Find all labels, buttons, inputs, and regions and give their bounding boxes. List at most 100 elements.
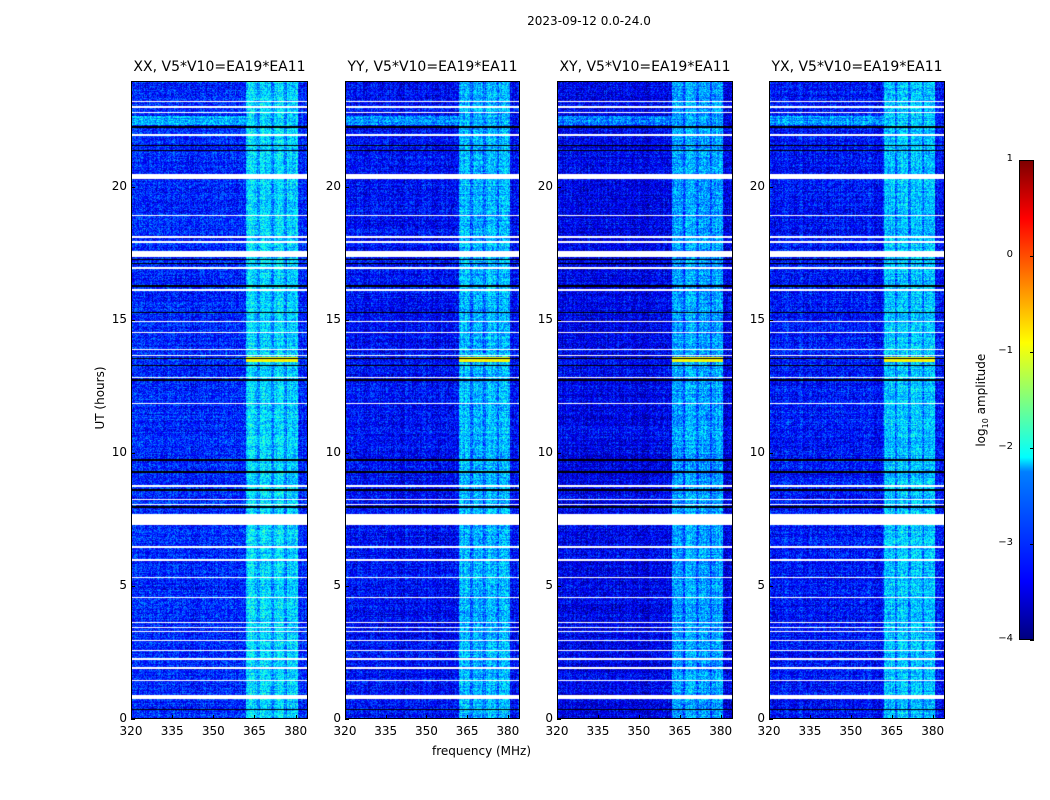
x-tick-label: 335 (160, 724, 184, 738)
y-tick-mark (769, 187, 773, 189)
x-tick-mark (850, 715, 852, 719)
x-tick-label: 320 (119, 724, 143, 738)
panel-title: YY, V5*V10=EA19*EA11 (347, 59, 518, 75)
waterfall-image (346, 82, 519, 718)
y-tick-mark (345, 187, 349, 189)
x-tick-mark (131, 715, 132, 719)
y-tick-label: 15 (537, 312, 553, 327)
colorbar-tick-mark (1030, 640, 1034, 641)
x-tick-label: 320 (757, 724, 781, 738)
x-tick-label: 320 (545, 724, 569, 738)
x-tick-mark (172, 715, 174, 719)
y-tick-label: 15 (111, 312, 127, 327)
x-tick-label: 365 (880, 724, 904, 738)
colorbar-tick-label: 1 (1006, 153, 1013, 164)
x-tick-label: 380 (921, 724, 945, 738)
waterfall-image (770, 82, 944, 718)
y-tick-label: 0 (545, 711, 553, 725)
y-tick-mark (131, 320, 135, 322)
x-tick-mark (295, 715, 297, 719)
y-tick-label: 15 (749, 312, 765, 327)
waterfall-panel (345, 81, 520, 719)
colorbar-label: log10 amplitude (973, 353, 991, 447)
x-tick-mark (507, 715, 509, 719)
y-tick-mark (769, 586, 773, 588)
colorbar-tick-mark (1030, 160, 1034, 161)
x-tick-mark (720, 715, 722, 719)
colorbar-tick-label: 0 (1006, 249, 1013, 260)
x-tick-mark (557, 715, 558, 719)
y-tick-label: 10 (749, 445, 765, 460)
x-tick-mark (467, 715, 469, 719)
waterfall-image (132, 82, 307, 718)
y-tick-label: 10 (325, 445, 341, 460)
panel-title: XY, V5*V10=EA19*EA11 (559, 59, 731, 75)
y-tick-mark (769, 320, 773, 322)
y-tick-mark (345, 719, 349, 720)
x-tick-label: 365 (243, 724, 266, 738)
y-tick-label: 20 (537, 179, 553, 194)
y-tick-mark (131, 187, 135, 189)
y-tick-label: 5 (757, 578, 765, 593)
x-tick-label: 380 (284, 724, 308, 738)
x-tick-mark (385, 715, 387, 719)
x-tick-mark (891, 715, 893, 719)
figure-title: 2023-09-12 0.0-24.0 (527, 14, 651, 28)
colorbar-tick-label: −1 (998, 345, 1013, 356)
y-tick-label: 20 (749, 179, 765, 194)
colorbar-tick-mark (1030, 352, 1034, 353)
y-tick-label: 5 (119, 578, 127, 593)
colorbar-tick-label: −2 (998, 441, 1013, 452)
x-tick-label: 380 (496, 724, 520, 738)
y-tick-mark (557, 453, 561, 455)
y-tick-label: 20 (325, 179, 341, 194)
y-tick-mark (557, 586, 561, 588)
x-tick-label: 350 (414, 724, 438, 738)
y-tick-mark (345, 586, 349, 588)
x-axis-label: frequency (MHz) (432, 744, 532, 758)
colorbar-tick-label: −3 (998, 537, 1013, 548)
colorbar-tick-label: −4 (998, 633, 1013, 644)
x-tick-mark (809, 715, 811, 719)
x-tick-label: 320 (333, 724, 357, 738)
waterfall-image (558, 82, 732, 718)
x-tick-mark (638, 715, 640, 719)
x-tick-mark (769, 715, 770, 719)
y-tick-mark (557, 187, 561, 189)
y-tick-label: 0 (333, 711, 341, 725)
y-tick-label: 0 (119, 711, 127, 725)
y-tick-mark (769, 719, 773, 720)
x-tick-mark (679, 715, 681, 719)
y-tick-label: 15 (325, 312, 341, 327)
x-tick-mark (932, 715, 934, 719)
y-tick-label: 5 (333, 578, 341, 593)
y-tick-mark (131, 453, 135, 455)
x-tick-mark (426, 715, 428, 719)
y-tick-label: 0 (757, 711, 765, 725)
x-tick-mark (345, 715, 346, 719)
y-axis-label: UT (hours) (93, 366, 107, 430)
waterfall-panel (557, 81, 733, 719)
x-tick-label: 335 (586, 724, 610, 738)
colorbar-tick-mark (1030, 544, 1034, 545)
x-tick-label: 365 (455, 724, 479, 738)
y-tick-mark (345, 453, 349, 455)
y-tick-mark (557, 320, 561, 322)
waterfall-panel (769, 81, 945, 719)
x-tick-mark (597, 715, 599, 719)
x-tick-label: 365 (668, 724, 692, 738)
y-tick-label: 10 (111, 445, 127, 460)
y-tick-mark (131, 586, 135, 588)
y-tick-mark (131, 719, 135, 720)
panel-title: YX, V5*V10=EA19*EA11 (771, 59, 943, 75)
x-tick-label: 335 (798, 724, 822, 738)
x-tick-label: 350 (627, 724, 651, 738)
x-tick-label: 335 (374, 724, 398, 738)
x-tick-label: 350 (839, 724, 863, 738)
y-tick-mark (769, 453, 773, 455)
colorbar-tick-mark (1030, 448, 1034, 449)
y-tick-label: 10 (537, 445, 553, 460)
panel-title: XX, V5*V10=EA19*EA11 (133, 59, 306, 75)
x-tick-label: 350 (201, 724, 225, 738)
y-tick-mark (557, 719, 561, 720)
